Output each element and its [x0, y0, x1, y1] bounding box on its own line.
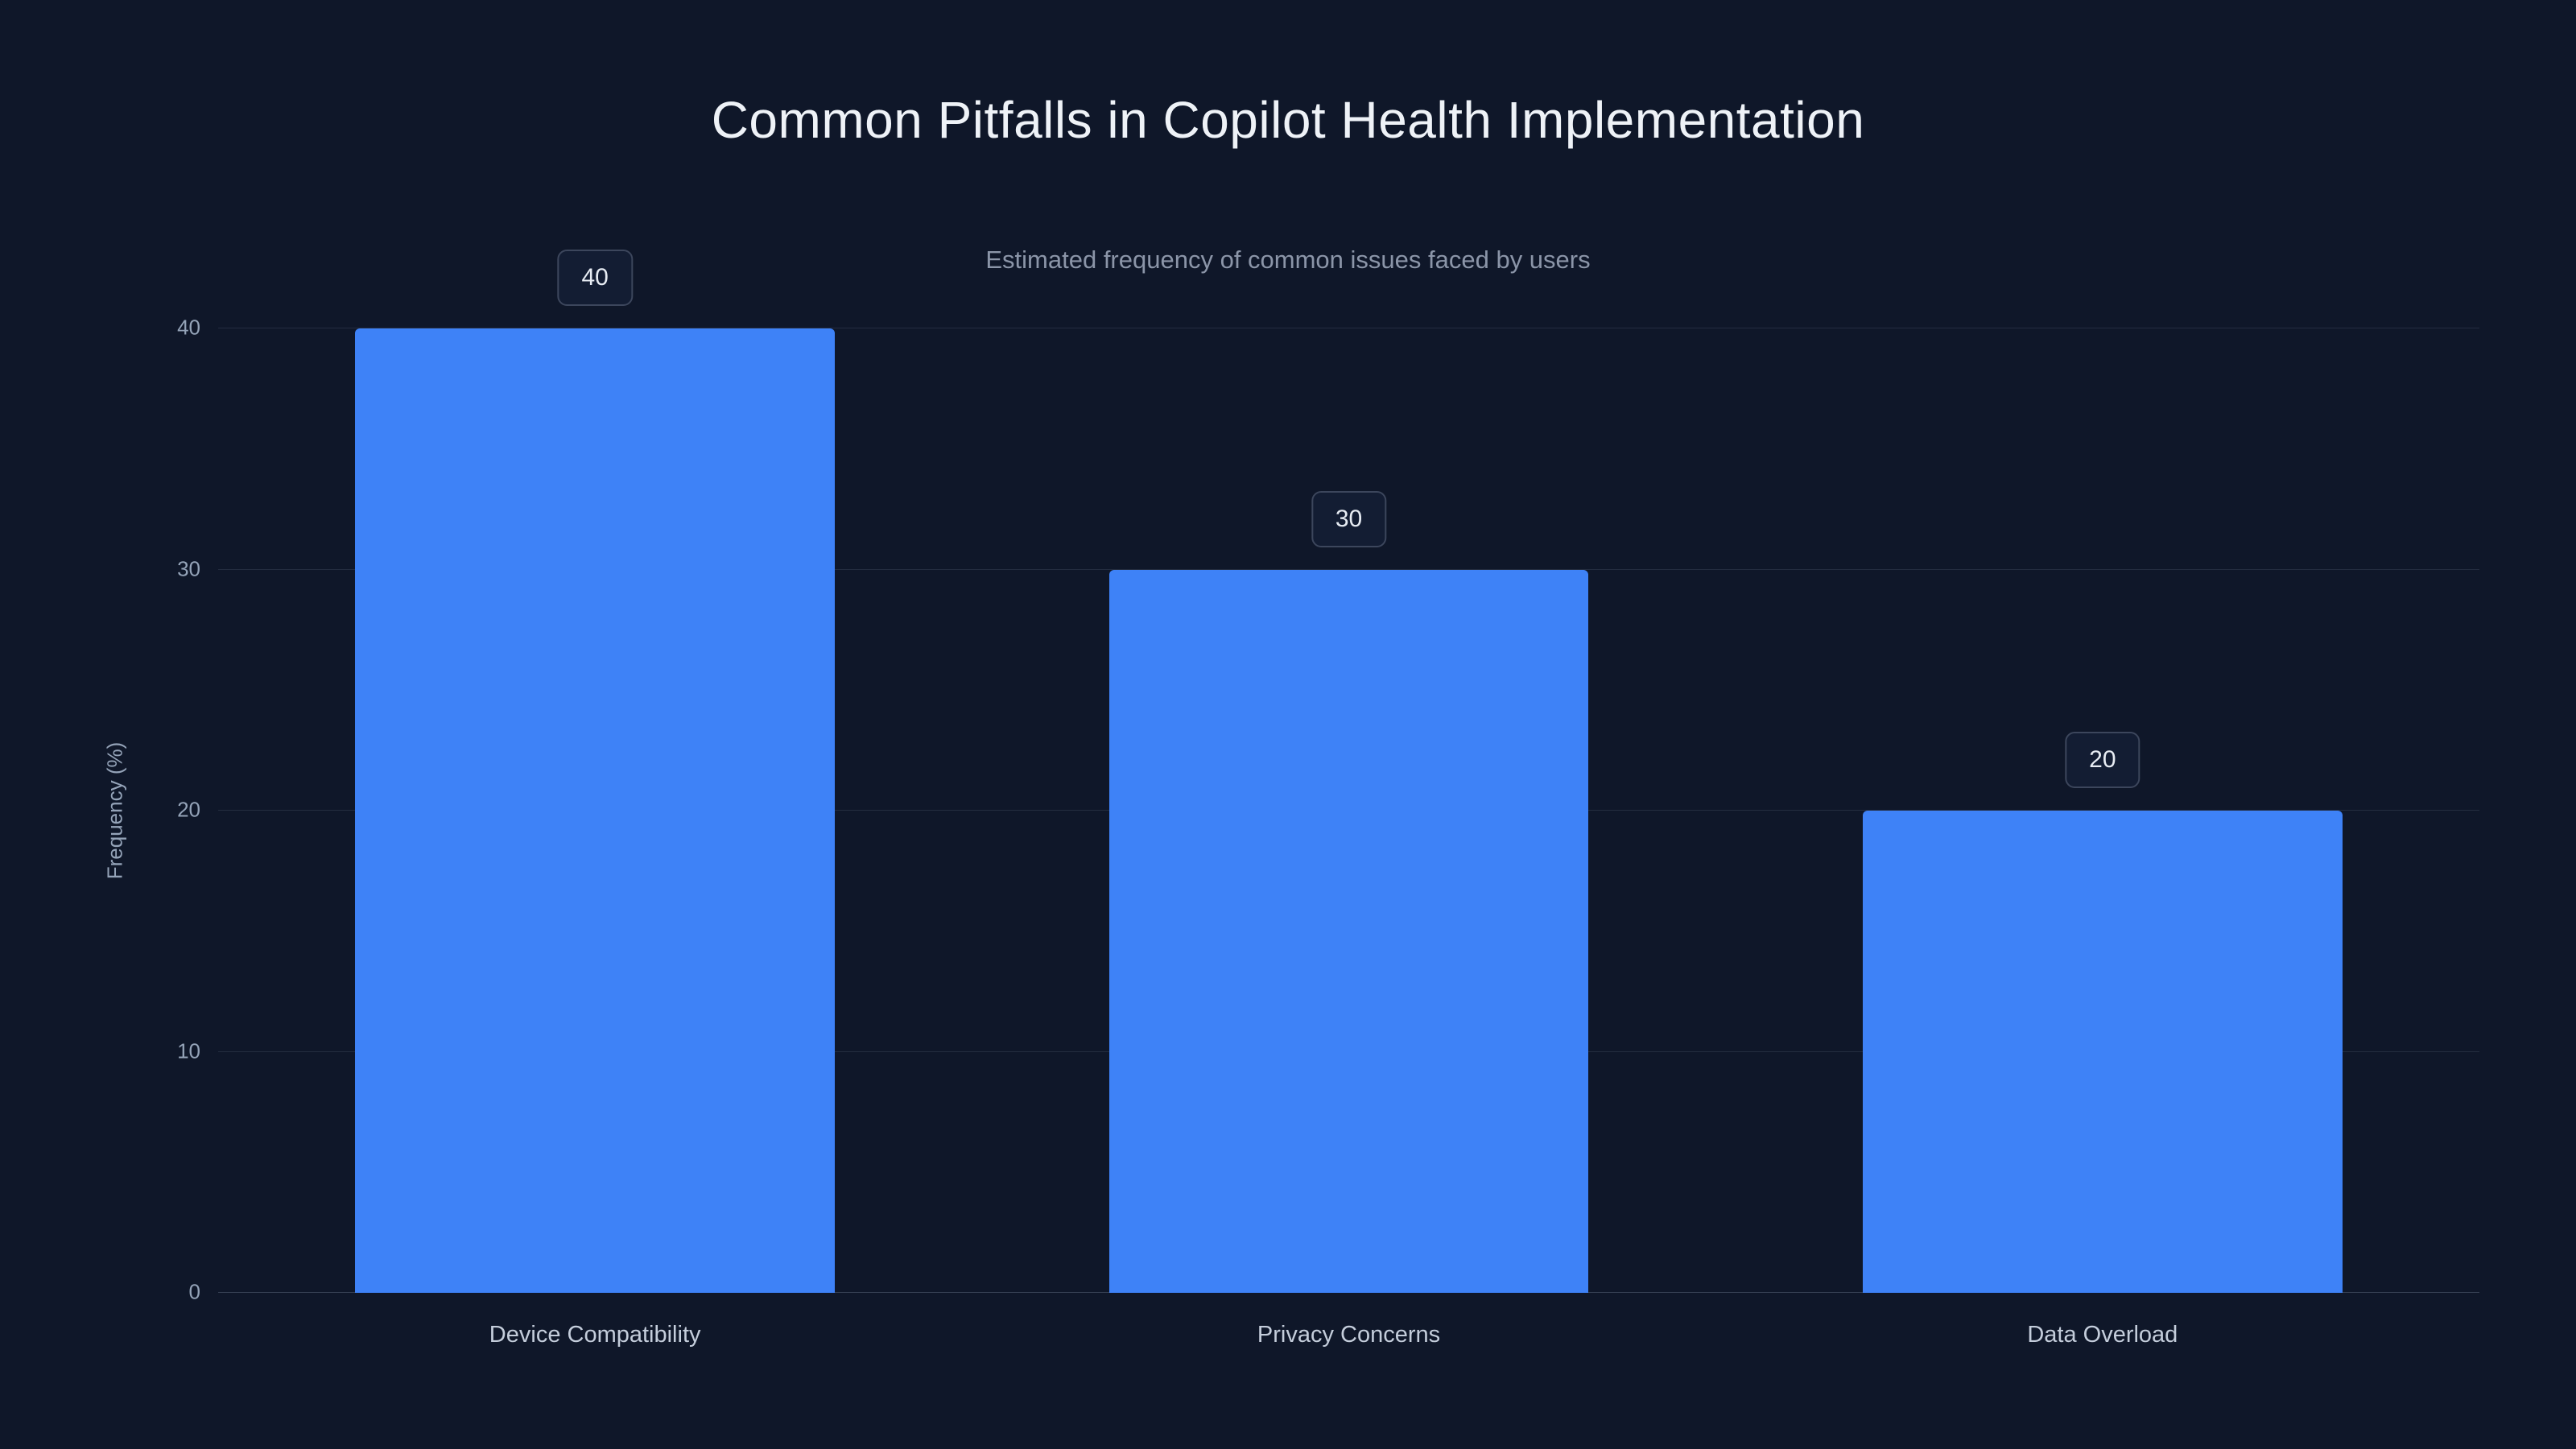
bar-1	[1108, 569, 1589, 1293]
y-tick-label-30: 30	[177, 556, 200, 580]
bar-0	[355, 328, 835, 1293]
category-label-0: Device Compatibility	[489, 1322, 701, 1348]
y-tick-label-10: 10	[177, 1038, 200, 1063]
category-label-2: Data Overload	[2027, 1322, 2178, 1348]
chart-subtitle: Estimated frequency of common issues fac…	[985, 246, 1591, 274]
plot-area: 0 10 20 30 40 40 Device Compatibility 30 Privacy…	[177, 250, 2479, 1348]
value-badge-0: 40	[557, 250, 633, 306]
y-tick-label-0: 0	[188, 1279, 200, 1304]
category-label-1: Privacy Concerns	[1257, 1322, 1441, 1348]
value-badge-1: 30	[1311, 490, 1387, 547]
y-axis-title: Frequency (%)	[102, 741, 127, 880]
gridline-y-30: 30	[177, 556, 2479, 580]
y-tick-label-40: 40	[177, 315, 200, 340]
bar-2	[1863, 811, 2343, 1293]
y-tick-label-20: 20	[177, 797, 200, 822]
value-badge-2: 20	[2065, 732, 2140, 788]
chart-title: Common Pitfalls in Copilot Health Implem…	[711, 91, 1865, 149]
